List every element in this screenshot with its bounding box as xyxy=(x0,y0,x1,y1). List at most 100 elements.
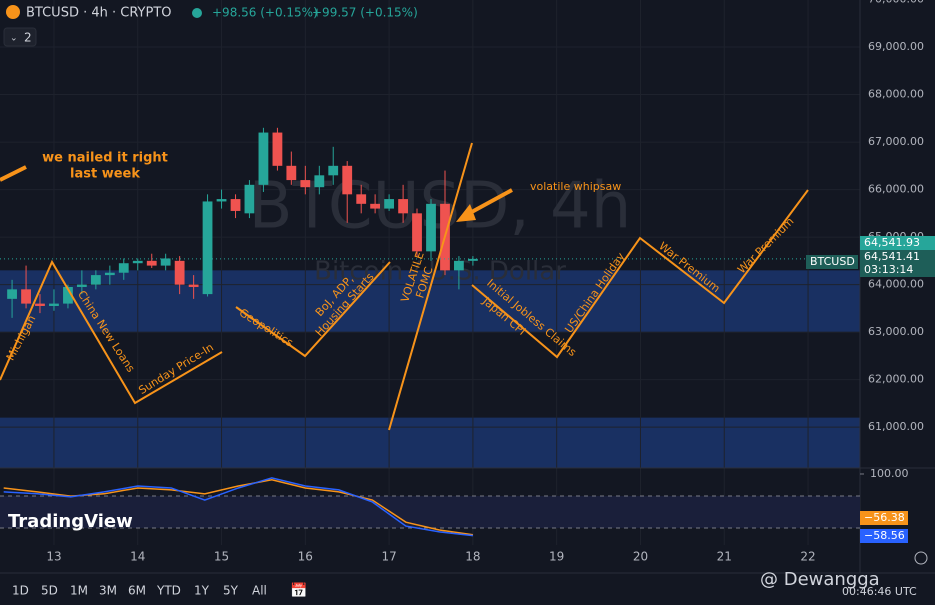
x-tick-label: 20 xyxy=(633,550,648,564)
candle-body xyxy=(146,260,157,266)
candle-body xyxy=(412,213,422,252)
candle-body xyxy=(104,272,115,276)
osc-band xyxy=(0,496,860,528)
candle-body xyxy=(300,180,311,188)
y-tick-label: 64,000.00 xyxy=(868,278,924,291)
osc-tick-label: 100.00 xyxy=(870,467,909,480)
candle-body xyxy=(49,303,59,306)
collapse-button[interactable] xyxy=(3,27,37,47)
candle-body xyxy=(7,289,17,299)
candle-body xyxy=(426,203,436,252)
arrow-head xyxy=(456,204,476,222)
candle-body xyxy=(356,194,367,204)
base-layer: 61,000.0062,000.0063,000.0064,000.0065,0… xyxy=(0,0,935,573)
y-tick-label: 63,000.00 xyxy=(868,325,924,338)
annotation: last week xyxy=(70,167,140,182)
price-tag xyxy=(860,263,935,277)
price-tag-label: 64,541.41 xyxy=(864,250,920,263)
zigzag xyxy=(388,142,473,431)
y-tick-label: 67,000.00 xyxy=(868,135,924,148)
candle-body xyxy=(160,258,171,266)
osc-value-label: −56.38 xyxy=(864,511,905,524)
price-tag-label: BTCUSD xyxy=(810,255,855,268)
osc-line xyxy=(3,477,473,537)
y-tick-label: 69,000.00 xyxy=(868,40,924,53)
candle-body xyxy=(398,199,409,214)
calendar-icon[interactable]: 📅 xyxy=(290,582,307,599)
candle-body xyxy=(370,203,381,209)
x-tick-label: 14 xyxy=(130,550,145,564)
symbol[interactable]: BTCUSD · 4h · CRYPTO xyxy=(26,6,172,21)
zone xyxy=(0,417,860,468)
candle-body xyxy=(21,289,31,304)
candle-body xyxy=(35,303,45,306)
coin-icon xyxy=(6,5,20,19)
range-button[interactable]: 5D xyxy=(41,584,58,598)
x-tick-label: 13 xyxy=(46,550,61,564)
osc-value-tag xyxy=(860,529,908,543)
candle-body xyxy=(118,263,129,273)
x-tick-label: 18 xyxy=(465,550,480,564)
price-tag xyxy=(860,250,935,264)
range-button[interactable]: YTD xyxy=(156,584,181,598)
candle-body xyxy=(63,286,73,304)
osc-value-label: −58.56 xyxy=(864,529,905,542)
range-button[interactable]: 1Y xyxy=(194,584,210,598)
candle-body xyxy=(468,258,478,261)
candle-body xyxy=(230,199,241,211)
watermark: BTCUSD, 4h xyxy=(249,170,632,244)
zigzag xyxy=(471,189,809,359)
range-button[interactable]: 1M xyxy=(70,584,88,598)
arrow xyxy=(467,188,513,216)
candle-body xyxy=(328,165,339,176)
brand: TradingView xyxy=(8,511,133,532)
y-tick-label: 68,000.00 xyxy=(868,88,924,101)
clock: 00:46:46 UTC xyxy=(842,585,917,598)
candle-body xyxy=(454,260,464,271)
indicator-count[interactable]: 2 xyxy=(24,31,32,45)
chevron: ⌄ xyxy=(10,34,18,44)
x-tick-label: 21 xyxy=(717,550,732,564)
candle-body xyxy=(314,175,325,188)
price-tag-label: 03:13:14 xyxy=(864,263,913,276)
zigzag xyxy=(235,261,391,358)
settings-icon[interactable] xyxy=(914,551,928,565)
range-bar: 1D 5D 1M 3M 6M YTD 1Y 5Y All xyxy=(12,584,267,598)
change: +98.56 (+0.15%) xyxy=(212,6,318,20)
x-tick-label: 19 xyxy=(549,550,564,564)
range-button[interactable]: 3M xyxy=(99,584,117,598)
y-tick-label: 66,000.00 xyxy=(868,183,924,196)
zigzag xyxy=(0,259,223,405)
price-tag xyxy=(860,236,935,250)
candle-body xyxy=(286,165,297,181)
candle-body xyxy=(216,199,227,202)
range-button[interactable]: 1D xyxy=(12,584,29,598)
y-tick-label: 62,000.00 xyxy=(868,373,924,386)
candle-body xyxy=(258,132,269,185)
range-button[interactable]: 5Y xyxy=(223,584,239,598)
annotation: Sunday Price-In xyxy=(136,341,216,397)
change: +99.57 (+0.15%) xyxy=(312,6,418,20)
y-tick-label: 70,000.00 xyxy=(868,0,924,6)
x-tick-label: 22 xyxy=(800,550,815,564)
candle-body xyxy=(272,132,283,166)
candle-body xyxy=(384,199,395,209)
x-tick-label: 15 xyxy=(214,550,229,564)
zone xyxy=(0,270,860,333)
candle-body xyxy=(188,284,199,287)
annotation-lines xyxy=(0,142,809,431)
candle-body xyxy=(244,184,255,214)
range-button[interactable]: All xyxy=(252,584,267,598)
x-tick-label: 16 xyxy=(298,550,313,564)
y-tick-label: 61,000.00 xyxy=(868,420,924,433)
price-tag-label: 64,541.93 xyxy=(864,236,920,249)
candle-body xyxy=(174,260,185,285)
candle-body xyxy=(132,260,143,264)
arrow xyxy=(0,165,27,182)
candle-body xyxy=(342,165,353,195)
candle-body xyxy=(90,275,101,285)
annotation: volatile whipsaw xyxy=(530,180,621,193)
range-button[interactable]: 6M xyxy=(128,584,146,598)
